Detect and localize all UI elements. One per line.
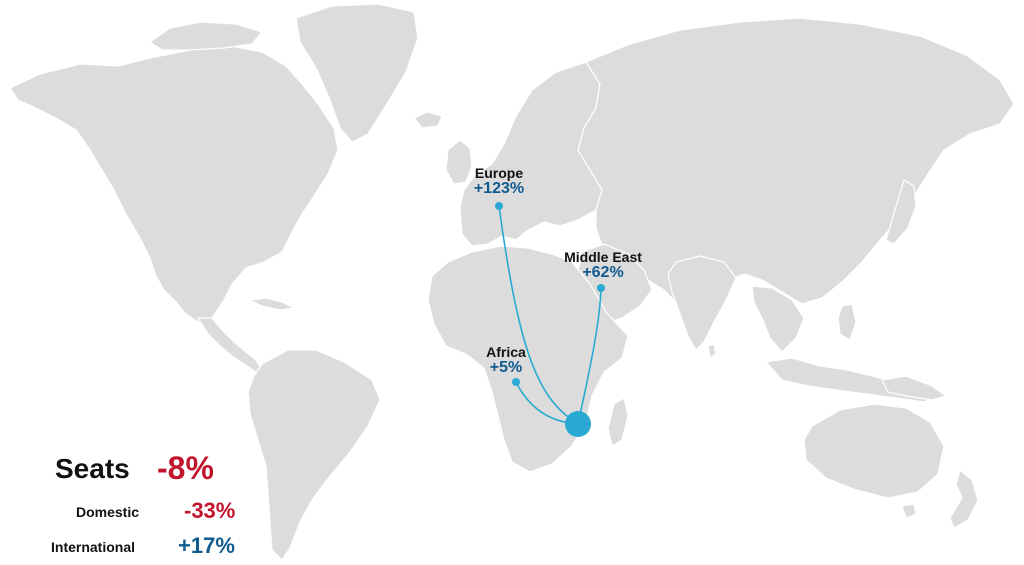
tasmania-shape — [901, 503, 917, 519]
middle-east-value: +62% — [582, 263, 624, 281]
africa-label: Africa +5% — [476, 345, 536, 376]
europe-dot-icon — [495, 202, 503, 210]
australia-shape — [803, 403, 945, 499]
british-isles-shape — [445, 139, 473, 185]
route-europe — [498, 205, 579, 425]
central-america-shape — [197, 317, 263, 373]
middle-east-name: Middle East — [564, 249, 642, 265]
africa-dot-icon — [512, 378, 520, 386]
europe-value: +123% — [473, 179, 525, 197]
caribbean-shape — [249, 297, 295, 311]
origin-circle-icon — [565, 411, 591, 437]
route-middle-east — [577, 287, 602, 425]
southeast-asia-shape — [751, 285, 805, 353]
asia-shape — [577, 17, 1015, 317]
new-guinea-shape — [881, 375, 947, 401]
route-endpoints — [495, 202, 605, 437]
middle-east-label: Middle East +62% — [555, 250, 651, 281]
africa-value: +5% — [489, 358, 523, 376]
madagascar-shape — [607, 397, 629, 447]
greenland-shape — [295, 3, 419, 143]
south-america-shape — [247, 349, 381, 561]
middle-east-dot-icon — [597, 284, 605, 292]
japan-shape — [885, 179, 917, 245]
north-america-shape — [9, 45, 339, 323]
sri-lanka-shape — [707, 343, 717, 359]
new-zealand-shape — [949, 469, 979, 529]
arctic-islands-shape — [149, 21, 263, 51]
india-shape — [667, 255, 737, 351]
iceland-shape — [413, 111, 443, 129]
land-masses — [9, 3, 1015, 561]
europe-label: Europe +123% — [461, 166, 537, 197]
africa-name: Africa — [486, 344, 526, 360]
philippines-shape — [837, 303, 857, 341]
europe-name: Europe — [474, 165, 524, 181]
